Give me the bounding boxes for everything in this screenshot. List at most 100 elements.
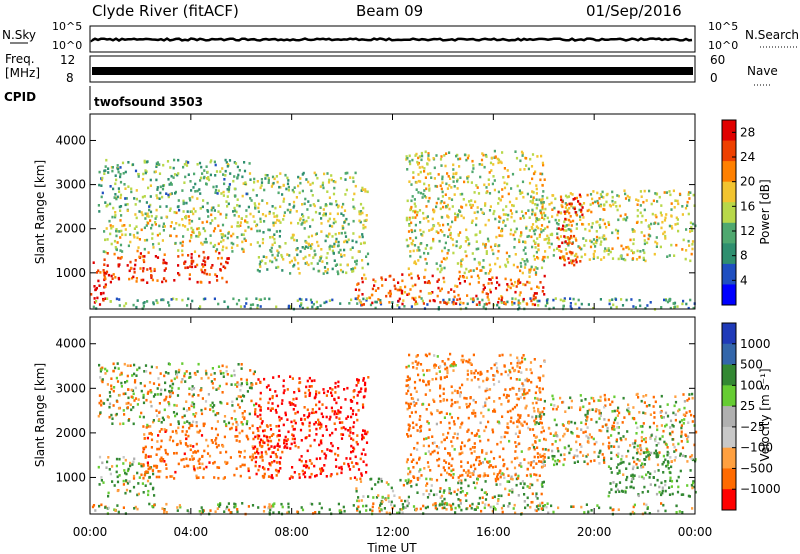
vel-cell — [631, 510, 634, 514]
vel-cell — [343, 509, 346, 513]
vel-cell — [511, 366, 514, 370]
vel-cell — [281, 399, 284, 402]
power-cell — [328, 232, 331, 236]
vel-cell — [474, 508, 477, 511]
power-cell — [571, 251, 574, 255]
vel-cell — [536, 452, 539, 455]
power-cell — [316, 262, 319, 265]
power-cell — [105, 270, 109, 274]
vel-cell — [263, 472, 266, 476]
power-cell — [535, 206, 538, 210]
power-cell — [588, 258, 591, 261]
vel-cell — [205, 372, 208, 375]
power-cell — [669, 306, 672, 310]
vel-cell — [150, 404, 153, 408]
power-cell — [528, 229, 531, 232]
power-cell — [462, 275, 465, 279]
vel-cell — [155, 366, 158, 369]
power-cell — [278, 229, 282, 233]
vel-cell — [521, 480, 524, 483]
power-cell — [190, 256, 193, 259]
power-cell — [249, 178, 252, 181]
power-cell — [411, 296, 414, 300]
power-cell — [258, 229, 261, 233]
vel-cell — [422, 493, 425, 496]
power-cell — [118, 230, 121, 233]
power-cell — [491, 248, 494, 252]
power-cell — [466, 302, 469, 306]
vel-cell — [359, 390, 362, 393]
vel-cell — [254, 408, 257, 411]
vel-cell — [355, 487, 358, 490]
vel-cell — [197, 459, 200, 463]
power-cell — [142, 269, 145, 273]
power-cell — [536, 299, 539, 303]
vel-cell — [215, 388, 218, 391]
power-cell — [576, 255, 579, 259]
power-cell — [482, 153, 485, 157]
vel-cell — [438, 411, 441, 415]
power-cell — [181, 224, 185, 227]
power-cell — [213, 160, 216, 164]
vel-cell — [304, 395, 307, 398]
power-cell — [532, 294, 535, 297]
vel-cell — [290, 401, 293, 405]
power-cell — [593, 250, 596, 253]
power-cell — [221, 248, 224, 252]
power-cell — [534, 297, 537, 301]
vel-cell — [484, 498, 488, 501]
power-cell — [305, 298, 308, 301]
power-cell — [546, 196, 549, 200]
vel-cell — [483, 457, 487, 461]
power-cell — [132, 275, 135, 279]
power-cell — [278, 185, 281, 189]
power-cell — [660, 226, 663, 230]
power-cell — [294, 258, 297, 262]
vel-cell — [467, 428, 470, 432]
power-cell — [599, 218, 602, 221]
vel-cell — [186, 509, 189, 512]
vel-cell — [235, 439, 238, 442]
power-cell — [417, 259, 420, 262]
power-cell — [483, 183, 486, 187]
power-cell — [225, 213, 228, 217]
vel-cell — [527, 414, 530, 417]
power-cell — [420, 233, 423, 236]
power-cell — [121, 161, 125, 165]
vel-cell — [289, 447, 292, 450]
power-cell — [448, 197, 451, 200]
vel-cell — [466, 461, 469, 464]
power-cell — [186, 210, 189, 213]
power-cell — [431, 274, 434, 278]
power-cell — [560, 198, 563, 202]
power-cell — [214, 249, 218, 253]
vel-cell — [236, 385, 239, 388]
power-cell — [459, 302, 462, 306]
power-cell — [253, 177, 256, 181]
power-cell — [208, 273, 211, 276]
power-cell — [565, 252, 568, 255]
power-cell — [636, 203, 639, 206]
power-cell — [622, 247, 625, 251]
vel-cell — [365, 432, 368, 436]
vel-cell — [315, 427, 318, 431]
vel-cell — [506, 393, 509, 397]
vel-cell — [466, 430, 469, 433]
power-cell — [570, 204, 573, 208]
power-cell — [138, 255, 141, 259]
power-cell — [340, 205, 344, 209]
vel-cell — [222, 477, 225, 480]
power-cell — [194, 182, 197, 186]
vel-cell — [405, 392, 408, 395]
power-cell — [251, 303, 255, 306]
vel-cell — [357, 381, 360, 384]
vel-cell — [106, 383, 109, 386]
vel-cell — [264, 450, 267, 454]
power-cell — [545, 299, 549, 302]
power-cell — [692, 193, 695, 197]
power-cell — [104, 165, 107, 168]
vel-cell — [440, 410, 443, 414]
power-cell — [456, 180, 459, 183]
power-cell — [664, 237, 667, 240]
power-cell — [609, 204, 612, 208]
